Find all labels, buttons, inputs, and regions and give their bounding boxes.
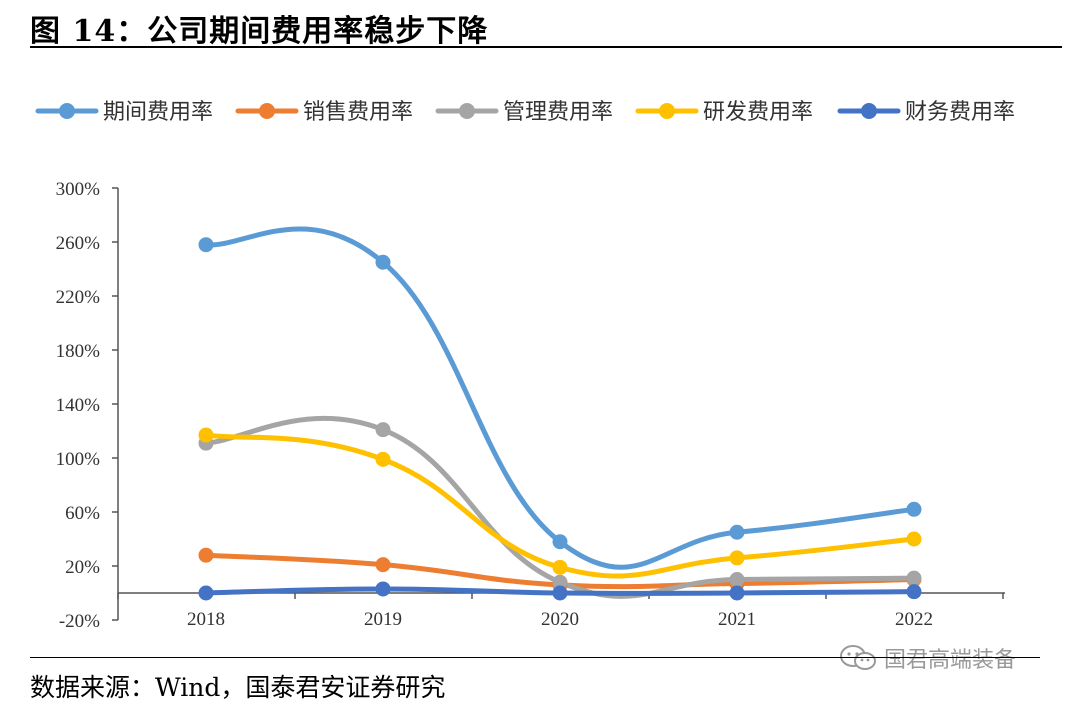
data-point xyxy=(906,570,922,586)
series-line-1 xyxy=(203,226,917,570)
data-point xyxy=(375,581,391,597)
x-axis: 2018 2019 2020 2021 2022 xyxy=(117,592,1005,630)
data-point xyxy=(729,572,745,587)
legend-swatch-dot xyxy=(259,103,275,119)
legend-label: 期间费用率 xyxy=(103,100,213,125)
legend-swatch-dot xyxy=(861,103,877,119)
watermark: 国君高端装备 xyxy=(838,642,1016,674)
x-tick-label: 2020 xyxy=(541,609,579,630)
data-point xyxy=(729,550,745,566)
line-chart: 期间费用率 销售费用率 管理费用率 研发费用率 财务费用率 -20% 20% 60% 100%… xyxy=(35,100,1015,632)
data-point xyxy=(552,534,568,550)
data-point xyxy=(906,531,922,547)
legend-label: 管理费用率 xyxy=(503,100,613,125)
y-axis: -20% 20% 60% 100% 140% 180% 220% 260% 300% xyxy=(56,179,119,632)
data-point xyxy=(198,585,214,601)
title-divider xyxy=(30,46,1062,48)
wechat-icon xyxy=(840,645,876,670)
y-tick-label: 180% xyxy=(56,341,101,362)
data-point xyxy=(198,547,214,563)
y-tick-label: 260% xyxy=(56,233,101,254)
source-note: 数据来源：Wind，国泰君安证券研究 xyxy=(30,673,446,702)
legend-item: 期间费用率 xyxy=(35,100,213,125)
legend-item: 财务费用率 xyxy=(837,100,1015,125)
x-tick-label: 2019 xyxy=(364,609,402,630)
y-tick-label: 220% xyxy=(56,287,101,308)
x-tick-label: 2022 xyxy=(895,609,933,630)
data-point xyxy=(375,422,391,438)
watermark-text: 国君高端装备 xyxy=(884,648,1017,673)
legend-label: 财务费用率 xyxy=(905,100,1015,125)
x-tick-label: 2018 xyxy=(187,609,225,630)
data-point xyxy=(375,254,391,270)
data-point xyxy=(552,585,568,601)
series-line-4 xyxy=(203,432,917,579)
legend-swatch-dot xyxy=(459,103,475,119)
y-tick-label: 20% xyxy=(65,557,100,578)
y-tick-label: 140% xyxy=(56,395,101,416)
legend-item: 研发费用率 xyxy=(635,100,813,125)
y-tick-label: -20% xyxy=(59,611,100,632)
legend: 期间费用率 销售费用率 管理费用率 研发费用率 财务费用率 xyxy=(35,100,1015,125)
data-point xyxy=(552,574,568,590)
data-point xyxy=(906,501,922,517)
legend-item: 管理费用率 xyxy=(435,100,613,125)
data-point xyxy=(906,584,922,600)
chart-title: 图 14：公司期间费用率稳步下降 xyxy=(30,14,489,49)
legend-label: 销售费用率 xyxy=(303,100,413,125)
legend-item: 销售费用率 xyxy=(235,100,413,125)
data-point xyxy=(198,427,214,443)
data-point xyxy=(729,585,745,601)
data-point xyxy=(375,451,391,467)
data-point xyxy=(375,557,391,573)
data-point xyxy=(729,524,745,540)
x-tick-label: 2021 xyxy=(718,609,756,630)
data-point xyxy=(198,237,214,253)
y-tick-label: 60% xyxy=(65,503,100,524)
data-point xyxy=(552,559,568,575)
legend-swatch-dot xyxy=(659,103,675,119)
legend-swatch-dot xyxy=(59,103,75,119)
source-divider xyxy=(30,657,1040,658)
y-tick-label: 300% xyxy=(56,179,101,200)
legend-label: 研发费用率 xyxy=(703,100,813,125)
y-tick-label: 100% xyxy=(56,449,101,470)
series-points xyxy=(198,237,922,601)
